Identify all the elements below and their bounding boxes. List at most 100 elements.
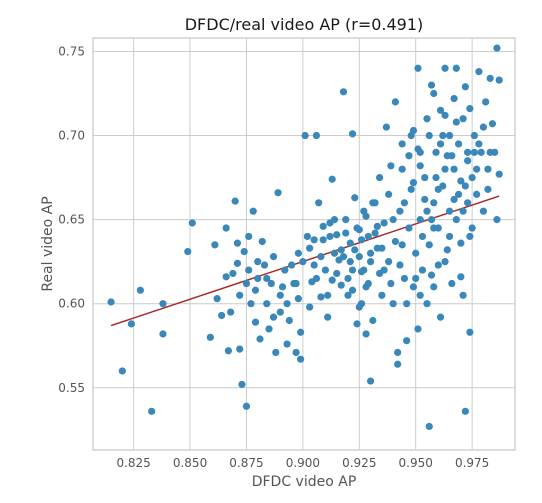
data-point [247,300,255,308]
data-point [306,303,314,311]
data-point [479,123,488,131]
data-point [218,311,226,320]
data-point [450,94,458,103]
data-point [269,253,278,261]
data-point [464,157,472,165]
data-point [366,249,375,257]
data-point [249,207,257,215]
data-point [297,355,305,363]
data-point [369,199,377,207]
data-point [355,226,363,234]
y-tick-label: 0.55 [58,381,85,395]
data-point [396,207,404,215]
data-point [387,162,395,170]
data-point [260,261,269,269]
data-point [339,88,348,96]
data-point [486,148,494,156]
data-point [213,295,221,303]
data-point [466,232,474,241]
data-point [445,207,454,215]
data-point [403,337,411,345]
data-point [439,131,447,140]
data-point [301,131,309,140]
data-point [233,259,242,267]
data-point [346,239,354,247]
data-point [326,232,334,241]
data-point [459,115,467,123]
y-tick-label: 0.60 [58,297,85,311]
data-point [357,300,366,308]
data-point [292,279,300,288]
data-point [227,308,235,316]
data-point [464,199,472,207]
data-point [403,300,411,308]
data-point [242,402,251,410]
data-point [265,325,273,333]
data-point [245,232,253,241]
data-point [475,140,483,148]
x-tick-labels: 0.825 0.850 0.875 0.900 0.925 0.950 0.975 [116,456,489,470]
data-point [362,212,370,220]
data-point [436,140,445,148]
data-point [427,271,436,279]
data-point [258,237,266,246]
data-point [495,170,503,178]
data-point [242,279,251,288]
data-point [414,64,422,72]
data-point [297,328,305,336]
data-point [339,253,348,261]
data-point [211,241,219,249]
data-point [441,64,449,72]
x-tick-label: 0.875 [229,456,263,470]
data-point [482,98,490,106]
data-point [473,165,481,173]
data-point [283,300,291,308]
data-point [454,190,463,198]
data-point [409,283,418,291]
data-point [430,224,438,232]
data-point [353,320,361,328]
data-point [224,347,233,355]
data-point [233,239,242,247]
data-point [479,207,488,215]
scatter-points [107,44,503,431]
data-point [159,300,167,308]
data-point [281,266,289,274]
data-point [430,283,438,291]
x-tick-label: 0.900 [286,456,320,470]
data-point [310,261,318,269]
data-point [267,279,275,288]
data-point [452,118,460,126]
data-point [466,105,474,113]
data-point [441,258,449,266]
data-point [473,190,481,198]
data-point [364,279,372,288]
data-point [136,286,144,294]
data-point [294,249,302,257]
data-point [222,224,230,232]
data-point [283,340,291,348]
data-point [276,308,284,316]
data-point [418,266,427,274]
data-point [245,266,253,274]
data-point [303,232,311,241]
data-point [378,244,386,252]
data-point [394,348,402,357]
data-point [457,273,465,281]
data-point [466,328,474,336]
data-point [450,195,458,204]
data-point [423,207,431,215]
data-point [206,333,214,341]
data-point [445,131,454,140]
data-point [251,318,260,326]
data-point [414,325,422,333]
data-point [342,229,350,237]
data-point [432,148,440,156]
chart-title: DFDC/real video AP (r=0.491) [185,15,424,34]
plot-area [92,37,516,451]
data-point [412,249,420,257]
data-point [351,194,359,202]
data-point [400,274,409,283]
data-point [436,106,445,114]
